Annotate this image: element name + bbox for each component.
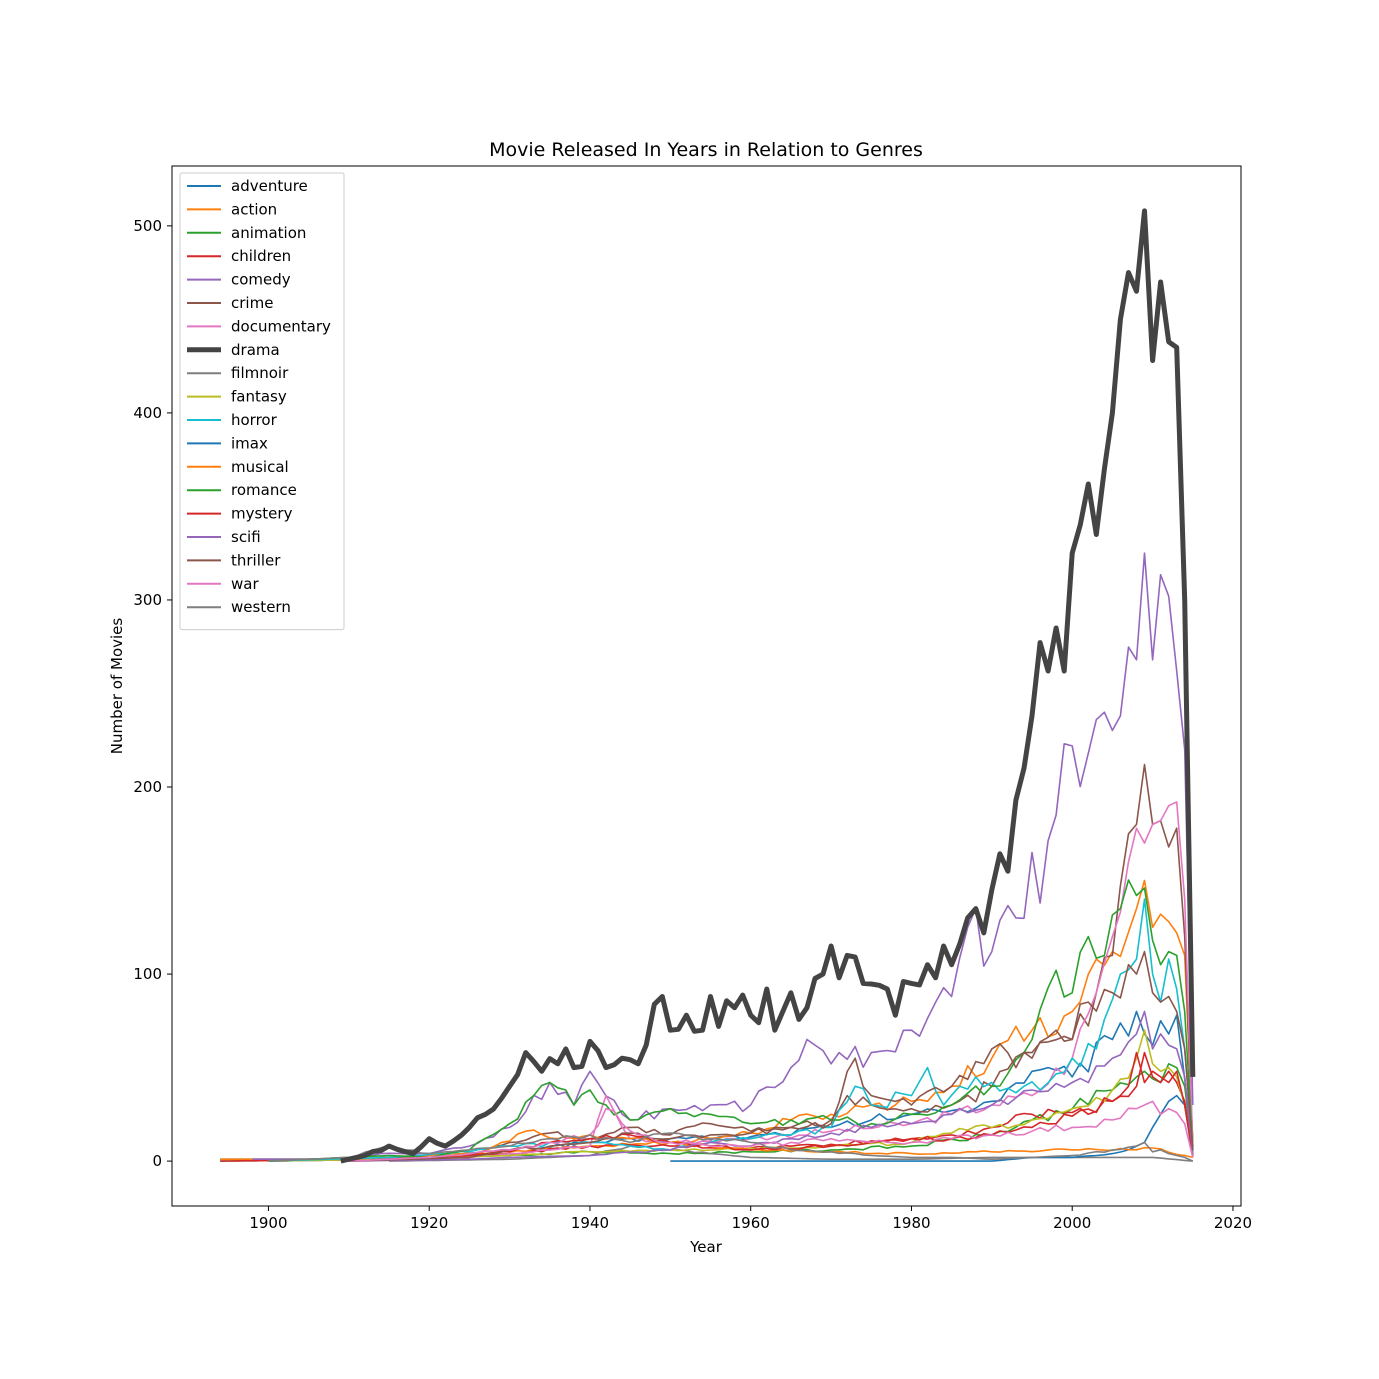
x-tick-label: 2000 (1053, 1214, 1091, 1232)
legend-label-adventure: adventure (231, 177, 308, 195)
legend-label-imax: imax (231, 434, 268, 452)
series-line-drama (340, 208, 1196, 1164)
legend-label-action: action (231, 200, 277, 218)
series-line-war (348, 1100, 1194, 1162)
legend-label-crime: crime (231, 294, 273, 312)
series-line-western (268, 1132, 1194, 1162)
x-tick-label: 1960 (732, 1214, 770, 1232)
legend-label-children: children (231, 247, 291, 265)
chart-title: Movie Released In Years in Relation to G… (489, 139, 923, 161)
x-tick-label: 1940 (571, 1214, 609, 1232)
y-axis: 0 100 200 300 400 500 (133, 217, 172, 1170)
legend-label-fantasy: fantasy (231, 388, 287, 406)
legend-label-musical: musical (231, 458, 289, 476)
legend-label-drama: drama (231, 341, 280, 359)
y-tick-label: 500 (133, 217, 162, 235)
series-line-musical (348, 1129, 1193, 1162)
y-tick-label: 0 (152, 1152, 162, 1170)
legend-label-animation: animation (231, 224, 306, 242)
plot-frame (171, 165, 1242, 1207)
legend: adventure action animation children comedy cr… (179, 172, 345, 631)
legend-label-war: war (231, 575, 259, 593)
legend-box (179, 172, 345, 631)
plot-lines (220, 208, 1196, 1164)
x-tick-label: 1900 (249, 1214, 287, 1232)
legend-label-western: western (231, 598, 291, 616)
x-tick-label: 2020 (1214, 1214, 1252, 1232)
legend-label-romance: romance (231, 481, 297, 499)
legend-label-documentary: documentary (231, 317, 331, 335)
x-axis-label: Year (689, 1238, 723, 1256)
y-tick-label: 200 (133, 778, 162, 796)
x-axis: 1900 1920 1940 1960 1980 2000 2020 (249, 1206, 1252, 1232)
series-line-imax (670, 1094, 1194, 1162)
series-line-thriller (348, 950, 1194, 1162)
legend-label-thriller: thriller (231, 551, 281, 569)
legend-label-comedy: comedy (231, 271, 291, 289)
y-tick-label: 400 (133, 404, 162, 422)
legend-label-scifi: scifi (231, 528, 261, 546)
y-tick-label: 100 (133, 965, 162, 983)
y-axis-label: Number of Movies (108, 618, 126, 755)
legend-label-filmnoir: filmnoir (231, 364, 289, 382)
x-tick-label: 1980 (892, 1214, 930, 1232)
legend-label-horror: horror (231, 411, 278, 429)
legend-label-mystery: mystery (231, 505, 293, 523)
x-tick-label: 1920 (410, 1214, 448, 1232)
y-tick-label: 300 (133, 591, 162, 609)
